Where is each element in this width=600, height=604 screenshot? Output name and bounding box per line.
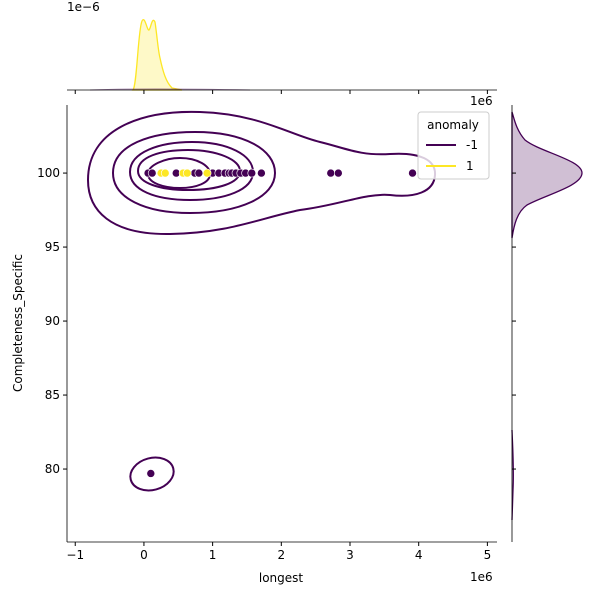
y-axis-label: Completeness_Specific <box>11 254 25 392</box>
x-axis-label: longest <box>259 571 304 585</box>
point-anomaly--1 <box>326 168 336 178</box>
point-anomaly-1 <box>160 168 170 178</box>
point-anomaly--1 <box>146 469 156 478</box>
y-tick-label: 95 <box>45 240 60 254</box>
x-offset-label-top: 1e6 <box>470 94 493 108</box>
legend-label-neg1: -1 <box>466 138 478 152</box>
point-anomaly--1 <box>147 168 157 178</box>
top-offset-label: 1e−6 <box>67 0 100 14</box>
x-tick-label: −1 <box>66 548 84 562</box>
x-offset-label: 1e6 <box>470 570 493 584</box>
x-tick-label: 2 <box>277 548 285 562</box>
point-anomaly--1 <box>257 168 266 178</box>
point-anomaly-1 <box>202 168 212 178</box>
y-tick-label: 100 <box>37 166 60 180</box>
top-kde-anomaly-neg1 <box>89 88 251 91</box>
y-tick-label: 85 <box>45 388 60 402</box>
top-marginal: 1e−6 <box>67 0 497 91</box>
x-tick-label: 5 <box>484 548 492 562</box>
contour-level-2 <box>111 130 277 215</box>
point-anomaly--1 <box>194 168 204 178</box>
x-tick-label: 1 <box>209 548 217 562</box>
contour-outlier <box>129 456 175 492</box>
x-tick-label: 3 <box>346 548 354 562</box>
point-anomaly-1 <box>182 168 192 178</box>
ticks: −1 0 1 2 3 4 5 80 85 90 95 100 <box>37 90 516 562</box>
point-anomaly--1 <box>334 168 343 178</box>
right-marginal <box>511 105 583 542</box>
legend: anomaly -1 1 <box>417 111 490 180</box>
point-anomaly--1 <box>408 168 417 178</box>
point-anomaly--1 <box>247 168 257 178</box>
top-kde-anomaly-1 <box>131 19 183 91</box>
right-kde-anomaly-neg1 <box>511 111 583 239</box>
y-tick-label: 90 <box>45 314 60 328</box>
x-tick-label: 0 <box>140 548 148 562</box>
scatter-points <box>143 168 417 478</box>
legend-label-1: 1 <box>466 159 474 173</box>
x-tick-label: 4 <box>415 548 423 562</box>
y-tick-label: 80 <box>45 462 60 476</box>
legend-title: anomaly <box>427 118 479 132</box>
